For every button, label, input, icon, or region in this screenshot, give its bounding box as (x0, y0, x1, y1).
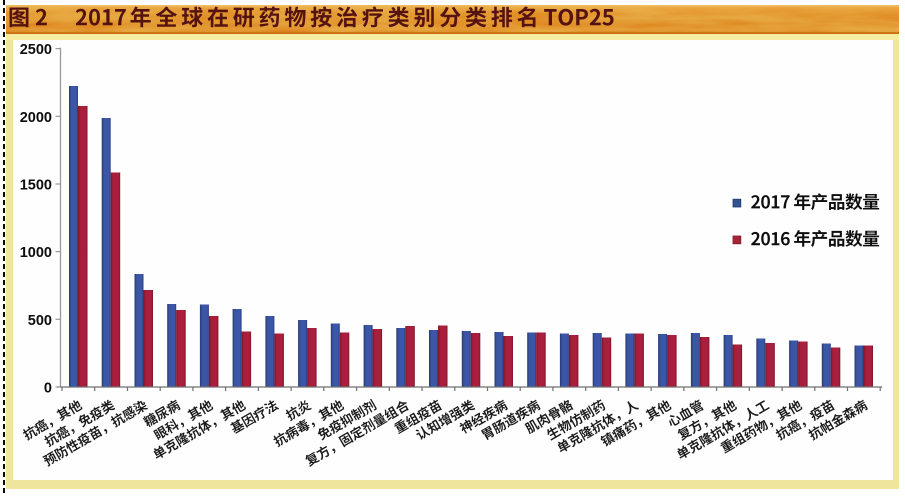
svg-text:1500: 1500 (20, 178, 52, 194)
svg-text:500: 500 (28, 313, 52, 329)
svg-text:2500: 2500 (20, 42, 52, 58)
svg-text:1000: 1000 (20, 245, 52, 261)
svg-text:0: 0 (44, 381, 52, 397)
svg-text:2000: 2000 (20, 110, 52, 126)
